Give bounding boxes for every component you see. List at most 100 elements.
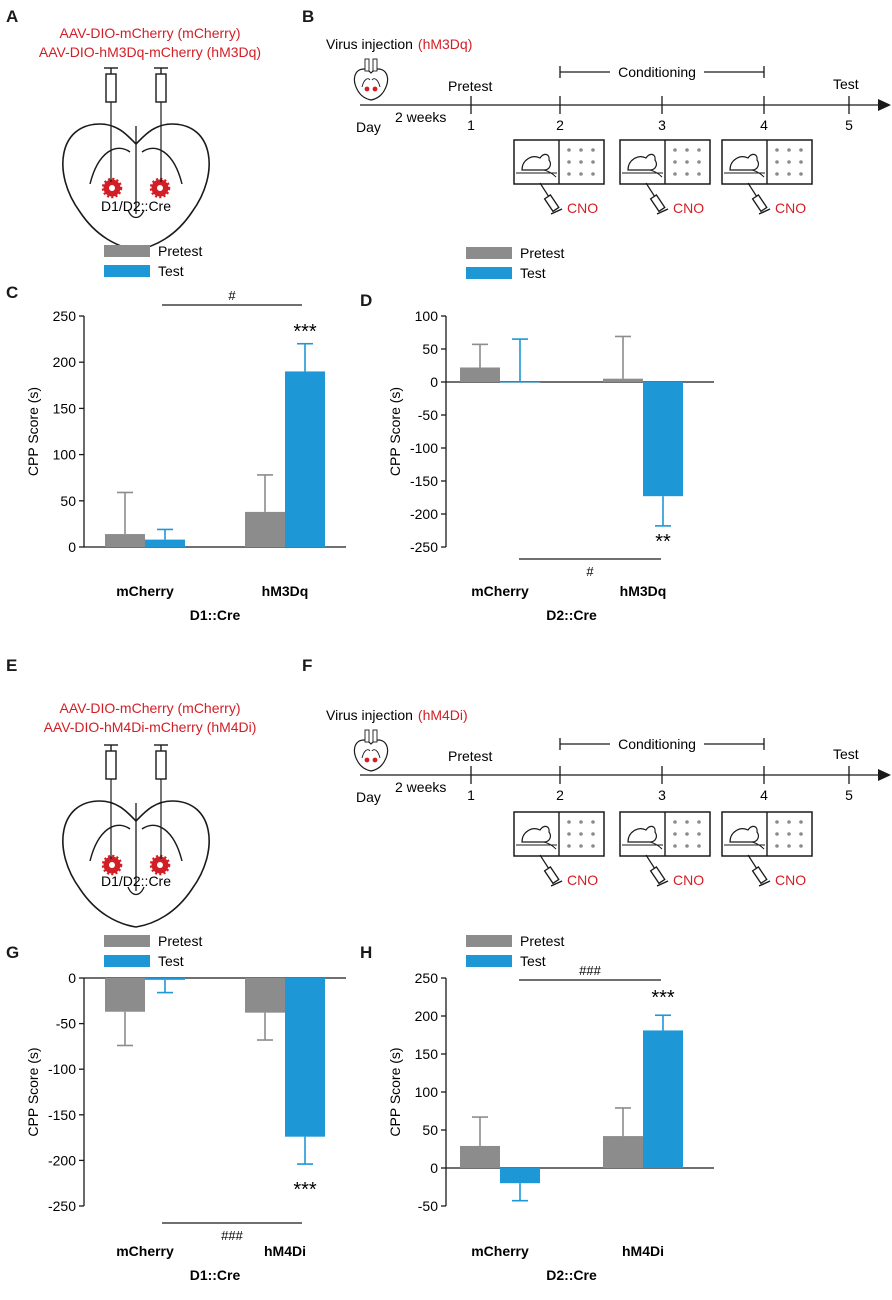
cpp-box-icon <box>513 811 605 857</box>
brain-injection-icon <box>61 743 211 929</box>
conditioning-session-1: CNO <box>513 139 605 216</box>
y-tick-label: -250 <box>410 539 438 555</box>
day-3: 3 <box>658 117 666 133</box>
legend-swatch-pretest <box>104 935 150 947</box>
panel-letter-d: D <box>360 291 372 310</box>
panel-letter-b: B <box>302 7 314 26</box>
legend-label-test: Test <box>520 953 546 969</box>
bar-pretest <box>460 367 500 382</box>
test-label: Test <box>833 746 859 762</box>
y-tick-label: 0 <box>68 539 76 555</box>
hash-annotation: ### <box>579 963 601 978</box>
category-label: mCherry <box>471 1243 529 1259</box>
panel-letter-a: A <box>6 7 18 26</box>
conditioning-session-2: CNO <box>619 139 711 216</box>
cno-label: CNO <box>567 200 598 216</box>
conditioning-session-2: CNO <box>619 811 711 888</box>
cno-label: CNO <box>673 200 704 216</box>
y-tick-label: 0 <box>68 970 76 986</box>
syringe-icon <box>645 854 669 887</box>
group-label: D2::Cre <box>546 607 597 623</box>
legend-swatch-pretest <box>466 935 512 947</box>
legend-label-pretest: Pretest <box>158 933 202 949</box>
timeline-arrow-icon <box>878 99 891 111</box>
star-annotation: *** <box>293 1179 317 1201</box>
y-tick-label: 150 <box>415 1046 439 1062</box>
bar-test <box>643 1030 683 1168</box>
chart-panel-g: Pretest Test 0 -50 -100 -150 -200 -250 CPP Score… <box>25 933 346 1283</box>
cre-caption: D1/D2::Cre <box>101 198 171 214</box>
test-label: Test <box>833 76 859 92</box>
y-tick-label: -100 <box>410 440 438 456</box>
cpp-box-icon <box>619 811 711 857</box>
y-axis-label: CPP Score (s) <box>25 387 41 476</box>
conditioning-label: Conditioning <box>618 64 696 80</box>
y-tick-label: 0 <box>430 374 438 390</box>
category-label: mCherry <box>116 583 174 599</box>
y-tick-label: 200 <box>415 1008 439 1024</box>
cpp-box-icon <box>513 139 605 185</box>
group-label: D1::Cre <box>190 1267 241 1283</box>
bar-test <box>500 382 540 383</box>
legend-label-test: Test <box>520 265 546 281</box>
conditioning-session-1: CNO <box>513 811 605 888</box>
chart-panel-d: Pretest Test 100 50 0 -50 -100 -150 -200 -250 CPP … <box>387 245 714 623</box>
cno-label: CNO <box>775 200 806 216</box>
day-3: 3 <box>658 787 666 803</box>
y-tick-label: -200 <box>410 506 438 522</box>
virus-injection-label: Virus injection (hM4Di) <box>326 707 468 723</box>
category-label: hM3Dq <box>620 583 667 599</box>
bar-test <box>145 539 185 547</box>
y-axis-label: CPP Score (s) <box>387 1047 403 1136</box>
weeks-label: 2 weeks <box>395 779 446 795</box>
cno-label: CNO <box>775 872 806 888</box>
legend-swatch-pretest <box>104 245 150 257</box>
virus-line-hm4di: AAV-DIO-hM4Di-mCherry (hM4Di) <box>44 719 257 735</box>
legend-label-test: Test <box>158 263 184 279</box>
y-tick-label: 200 <box>53 354 77 370</box>
panel-f-timeline: Virus injection (hM4Di) Day 2 weeks Prete… <box>326 707 891 888</box>
syringe-icon <box>539 854 563 887</box>
conditioning-label: Conditioning <box>618 736 696 752</box>
category-label: hM4Di <box>264 1243 306 1259</box>
day-5: 5 <box>845 117 853 133</box>
panel-a-schematic: AAV-DIO-mCherry (mCherry) AAV-DIO-hM3Dq-… <box>39 25 261 252</box>
virus-line-hm3dq: AAV-DIO-hM3Dq-mCherry (hM3Dq) <box>39 44 261 60</box>
mini-brain-icon <box>353 729 389 772</box>
day-2: 2 <box>556 117 564 133</box>
virus-line-mcherry: AAV-DIO-mCherry (mCherry) <box>60 25 241 41</box>
y-tick-label: 50 <box>422 1122 438 1138</box>
conditioning-session-3: CNO <box>721 139 813 216</box>
y-tick-label: 250 <box>53 308 77 324</box>
legend-label-pretest: Pretest <box>158 243 202 259</box>
chart-panel-h: Pretest Test 250 200 150 100 50 0 -50 CPP Score (… <box>387 933 714 1283</box>
bar-test <box>643 382 683 497</box>
conditioning-session-3: CNO <box>721 811 813 888</box>
group-label: D1::Cre <box>190 607 241 623</box>
bar-pretest <box>245 511 285 547</box>
mini-brain-icon <box>353 58 389 101</box>
y-tick-label: -50 <box>418 407 438 423</box>
y-tick-label: 150 <box>53 400 77 416</box>
category-label: mCherry <box>116 1243 174 1259</box>
day-label: Day <box>356 119 381 135</box>
panel-letter-h: H <box>360 943 372 962</box>
chart-panel-c: Pretest Test 0 50 100 150 200 250 CPP Score (s) m… <box>25 243 346 623</box>
cre-caption: D1/D2::Cre <box>101 873 171 889</box>
bar-pretest <box>603 1136 643 1168</box>
bar-pretest <box>105 534 145 547</box>
y-tick-label: 50 <box>422 341 438 357</box>
y-axis-label: CPP Score (s) <box>25 1047 41 1136</box>
syringe-icon <box>747 182 771 215</box>
hash-annotation: ### <box>221 1228 243 1243</box>
bar-pretest <box>460 1145 500 1168</box>
y-tick-label: -50 <box>418 1198 438 1214</box>
panel-letter-e: E <box>6 656 17 675</box>
legend-swatch-test <box>466 267 512 279</box>
hash-annotation: # <box>586 564 594 579</box>
legend-swatch-pretest <box>466 247 512 259</box>
y-tick-label: 0 <box>430 1160 438 1176</box>
legend-label-test: Test <box>158 953 184 969</box>
legend-swatch-test <box>466 955 512 967</box>
